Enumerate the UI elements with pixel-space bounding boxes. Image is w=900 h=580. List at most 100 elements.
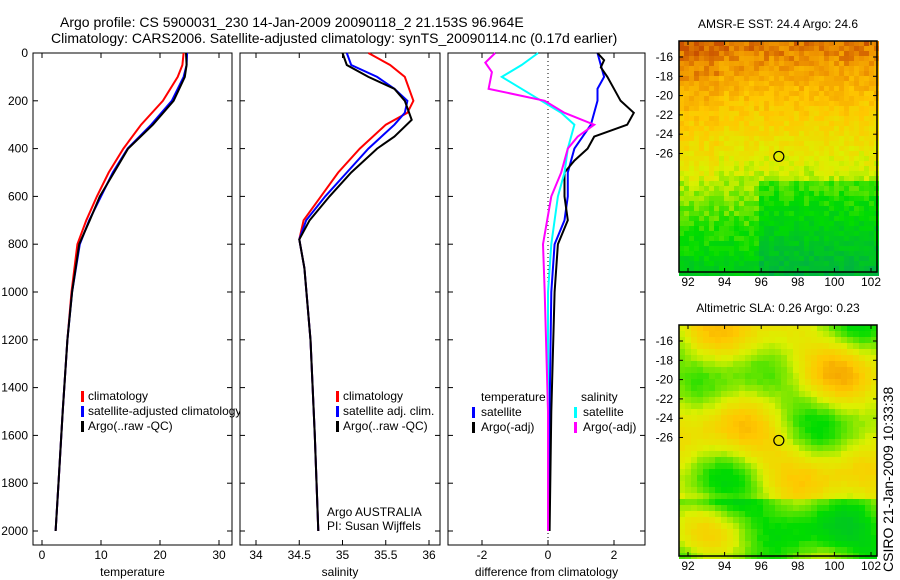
map-cell: [699, 46, 704, 51]
map-cell: [697, 517, 703, 523]
map-cell: [709, 206, 714, 211]
map-cell: [819, 71, 824, 76]
map-cell: [744, 241, 749, 246]
map-cell: [775, 481, 781, 487]
map-cell: [729, 66, 734, 71]
map-cell: [709, 116, 714, 121]
map-cell: [854, 216, 859, 221]
map-cell: [794, 81, 799, 86]
map-cell: [754, 86, 759, 91]
map-cell: [703, 397, 709, 403]
map-cell: [733, 343, 739, 349]
map-cell: [769, 337, 775, 343]
map-cell: [853, 529, 859, 535]
map-cell: [699, 156, 704, 161]
map-cell: [865, 391, 871, 397]
map-cell: [814, 271, 819, 276]
map-cell: [779, 146, 784, 151]
map-cell: [799, 367, 805, 373]
map-cell: [704, 96, 709, 101]
map-cell: [839, 41, 844, 46]
map-cell: [709, 421, 715, 427]
map-cell: [869, 211, 874, 216]
map-cell: [814, 121, 819, 126]
map-cell: [715, 349, 721, 355]
map-cell: [714, 256, 719, 261]
map-cell: [853, 331, 859, 337]
map-cell: [749, 241, 754, 246]
map-cell: [694, 156, 699, 161]
map-cell: [724, 181, 729, 186]
map-cell: [769, 256, 774, 261]
map-cell: [809, 181, 814, 186]
map-cell: [709, 111, 714, 116]
map-cell: [793, 481, 799, 487]
map-cell: [744, 96, 749, 101]
map-cell: [854, 46, 859, 51]
map-cell: [757, 475, 763, 481]
legend-label: Argo(-adj): [583, 420, 636, 434]
map-cell: [704, 256, 709, 261]
map-cell: [749, 256, 754, 261]
map-cell: [844, 141, 849, 146]
map-cell: [809, 116, 814, 121]
map-cell: [854, 76, 859, 81]
map-cell: [774, 71, 779, 76]
map-cell: [864, 236, 869, 241]
map-cell: [769, 216, 774, 221]
map-cell: [779, 236, 784, 241]
map-cell: [787, 427, 793, 433]
map-cell: [694, 116, 699, 121]
map-cell: [859, 361, 865, 367]
map-cell: [709, 126, 714, 131]
map-cell: [724, 236, 729, 241]
map-cell: [774, 181, 779, 186]
map-cell: [745, 487, 751, 493]
map-cell: [759, 171, 764, 176]
map-cell: [819, 151, 824, 156]
map-cell: [754, 191, 759, 196]
map-cell: [754, 46, 759, 51]
map-cell: [834, 176, 839, 181]
map-cell: [793, 379, 799, 385]
map-cell: [704, 41, 709, 46]
map-cell: [703, 469, 709, 475]
map-cell: [793, 547, 799, 553]
map-cell: [709, 161, 714, 166]
map-cell: [819, 146, 824, 151]
map-cell: [847, 325, 853, 331]
map-cell: [744, 261, 749, 266]
map-cell: [869, 66, 874, 71]
map-cell: [829, 211, 834, 216]
map-cell: [757, 529, 763, 535]
y-tick-label: 1200: [1, 333, 28, 347]
map-cell: [709, 56, 714, 61]
map-cell: [739, 126, 744, 131]
map-cell: [749, 41, 754, 46]
map-cell: [685, 379, 691, 385]
map-cell: [854, 41, 859, 46]
map-cell: [799, 361, 805, 367]
map-cell: [749, 151, 754, 156]
map-cell: [691, 349, 697, 355]
map-lon-label: 100: [824, 275, 844, 289]
map-cell: [869, 81, 874, 86]
map-cell: [869, 131, 874, 136]
map-cell: [817, 415, 823, 421]
map-cell: [709, 439, 715, 445]
map-cell: [734, 56, 739, 61]
map-cell: [679, 439, 685, 445]
map-cell: [781, 331, 787, 337]
map-cell: [689, 226, 694, 231]
map-cell: [699, 246, 704, 251]
map-cell: [689, 126, 694, 131]
map-cell: [869, 71, 874, 76]
map-cell: [824, 261, 829, 266]
map-cell: [871, 397, 877, 403]
map-cell: [804, 181, 809, 186]
map-cell: [794, 161, 799, 166]
map-cell: [787, 457, 793, 463]
map-cell: [817, 523, 823, 529]
map-cell: [794, 236, 799, 241]
map-cell: [799, 186, 804, 191]
